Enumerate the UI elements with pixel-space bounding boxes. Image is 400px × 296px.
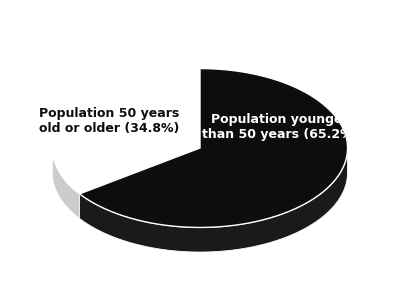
- Text: Population 50 years
old or older (34.8%): Population 50 years old or older (34.8%): [39, 107, 179, 136]
- Polygon shape: [52, 148, 348, 252]
- Polygon shape: [52, 69, 200, 194]
- Text: Population younger
than 50 years (65.2%): Population younger than 50 years (65.2%): [202, 113, 358, 141]
- Polygon shape: [80, 69, 348, 227]
- Polygon shape: [80, 148, 348, 252]
- Polygon shape: [52, 148, 80, 218]
